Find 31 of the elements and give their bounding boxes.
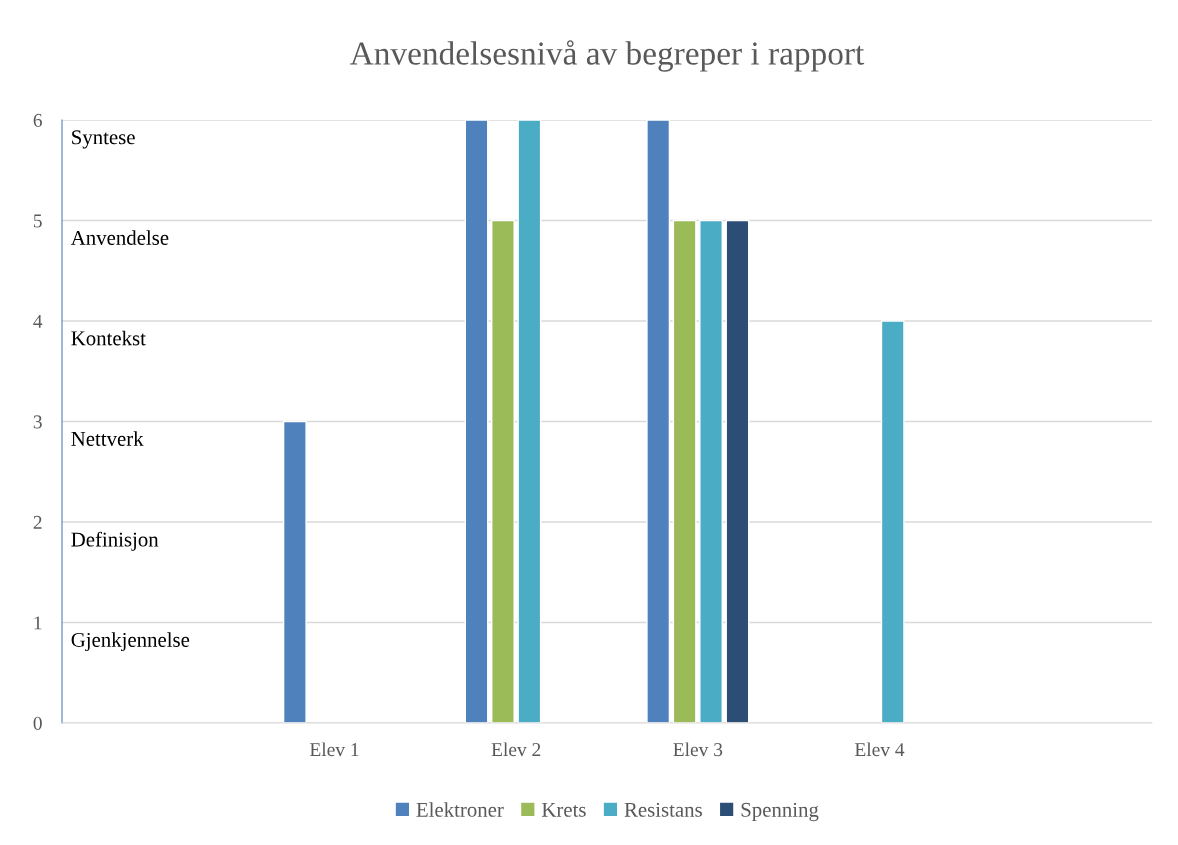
legend-label: Krets <box>541 802 586 817</box>
annotation: Syntese <box>72 130 135 149</box>
annotation: Anvendelse <box>70 230 169 245</box>
bar <box>464 120 489 723</box>
annotation: Definisjon <box>71 531 159 551</box>
x-tick-label: Elev 2 <box>491 742 541 757</box>
bar <box>646 120 671 723</box>
x-tick-label: Elev 4 <box>854 742 905 757</box>
y-tick-label: 0 <box>33 716 42 730</box>
x-tick-label: Elev 3 <box>673 742 723 757</box>
y-tick-label: 1 <box>34 616 42 630</box>
bar <box>282 420 307 723</box>
legend-label: Spenning <box>741 802 819 822</box>
bar <box>517 120 542 723</box>
bar <box>672 219 697 723</box>
bar <box>725 219 750 723</box>
annotation: Kontekst <box>71 330 146 346</box>
legend-label: Resistans <box>624 802 702 817</box>
annotation: Nettverk <box>71 431 144 446</box>
legend-label: Elektroner <box>416 802 504 817</box>
y-tick-label: 3 <box>33 415 42 429</box>
y-tick-label: 6 <box>33 113 42 127</box>
bar <box>491 219 515 723</box>
chart-title: Anvendelsesnivå av begreper i rapport <box>350 40 865 72</box>
y-tick-label: 5 <box>33 214 42 228</box>
y-tick-label: 4 <box>33 314 43 328</box>
x-tick-label: Elev 1 <box>309 742 359 757</box>
bar <box>880 320 905 723</box>
bar <box>699 219 723 723</box>
y-tick-label: 2 <box>33 515 42 529</box>
annotation: Gjenkjennelse <box>71 632 190 652</box>
